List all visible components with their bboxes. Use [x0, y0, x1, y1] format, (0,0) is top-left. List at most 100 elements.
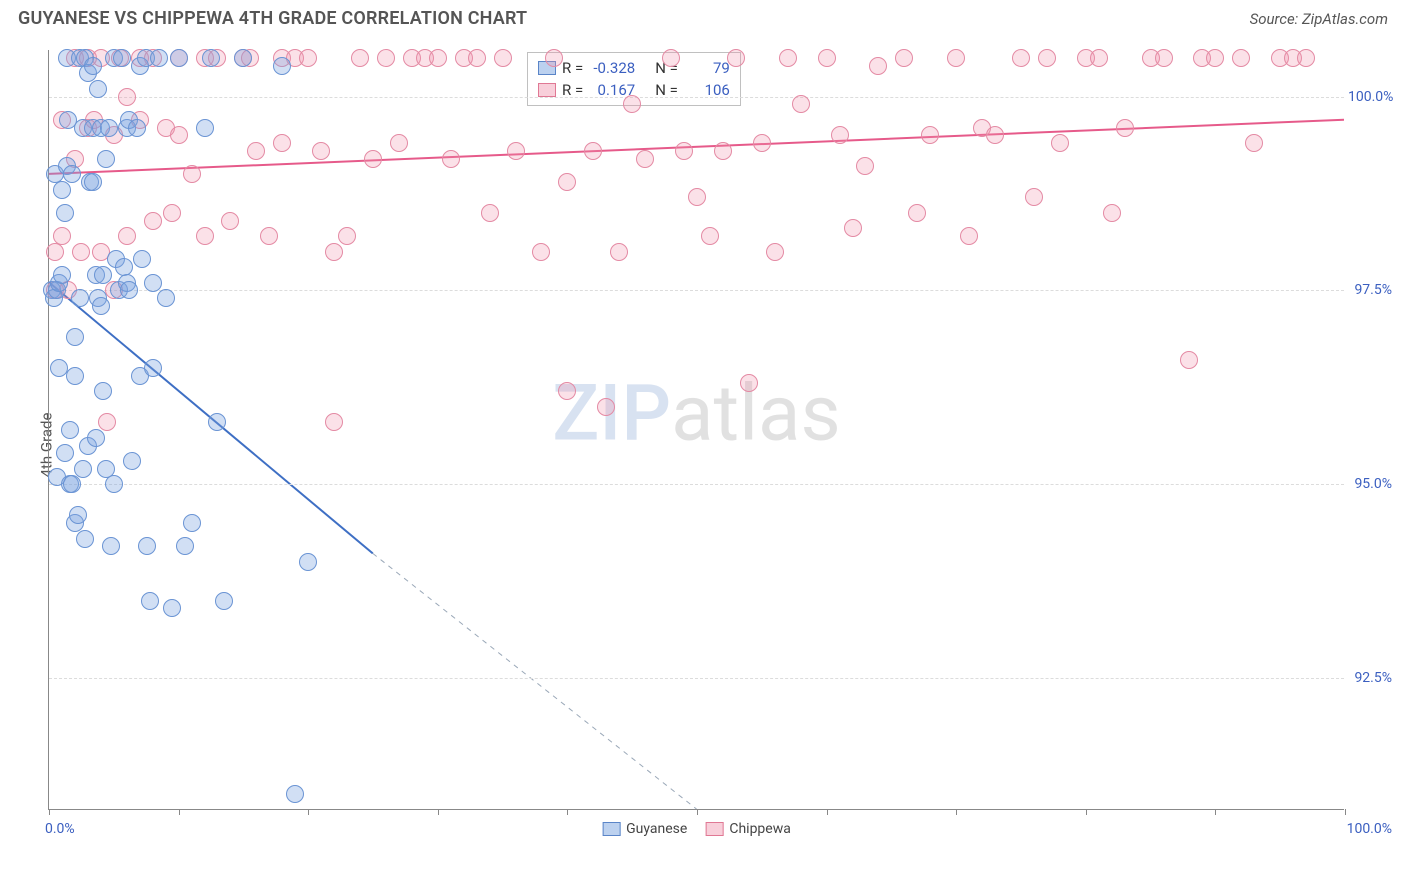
data-point: [120, 281, 138, 299]
data-point: [141, 592, 159, 610]
x-tick: [567, 809, 568, 815]
x-axis-min-label: 0.0%: [45, 821, 75, 837]
data-point: [46, 243, 64, 261]
data-point: [766, 243, 784, 261]
x-tick: [179, 809, 180, 815]
plot-area: ZIPatlas R =-0.328N =79R =0.167N =106 0.…: [48, 50, 1344, 810]
data-point: [351, 49, 369, 67]
data-point: [53, 266, 71, 284]
data-point: [183, 165, 201, 183]
data-point: [260, 227, 278, 245]
data-point: [584, 142, 602, 160]
x-tick: [438, 809, 439, 815]
data-point: [113, 49, 131, 67]
chart-container: 4th Grade ZIPatlas R =-0.328N =79R =0.16…: [48, 50, 1388, 840]
watermark: ZIPatlas: [552, 369, 841, 460]
data-point: [558, 382, 576, 400]
x-tick: [697, 809, 698, 815]
data-point: [442, 150, 460, 168]
data-point: [623, 95, 641, 113]
data-point: [215, 592, 233, 610]
data-point: [753, 134, 771, 152]
y-tick-label: 95.0%: [1348, 476, 1392, 492]
data-point: [71, 289, 89, 307]
data-point: [792, 95, 810, 113]
data-point: [947, 49, 965, 67]
data-point: [675, 142, 693, 160]
data-point: [701, 227, 719, 245]
data-point: [247, 142, 265, 160]
y-tick-label: 100.0%: [1348, 89, 1392, 105]
data-point: [74, 460, 92, 478]
r-label: R =: [562, 79, 583, 101]
y-tick-label: 92.5%: [1348, 670, 1392, 686]
data-point: [157, 289, 175, 307]
data-point: [714, 142, 732, 160]
data-point: [299, 553, 317, 571]
data-point: [1012, 49, 1030, 67]
data-point: [76, 530, 94, 548]
data-point: [56, 444, 74, 462]
data-point: [481, 204, 499, 222]
n-label: N =: [655, 79, 678, 101]
data-point: [69, 506, 87, 524]
data-point: [53, 181, 71, 199]
data-point: [597, 398, 615, 416]
data-point: [429, 49, 447, 67]
data-point: [779, 49, 797, 67]
data-point: [1090, 49, 1108, 67]
data-point: [818, 49, 836, 67]
data-point: [869, 57, 887, 75]
data-point: [144, 359, 162, 377]
data-point: [1116, 119, 1134, 137]
data-point: [84, 57, 102, 75]
data-point: [377, 49, 395, 67]
n-value: 106: [684, 79, 730, 101]
data-point: [97, 150, 115, 168]
data-point: [856, 157, 874, 175]
legend-item: Chippewa: [705, 821, 791, 837]
data-point: [1051, 134, 1069, 152]
x-tick: [49, 809, 50, 815]
data-point: [89, 80, 107, 98]
data-point: [960, 227, 978, 245]
gridline: [49, 290, 1344, 291]
data-point: [102, 537, 120, 555]
legend-swatch: [602, 822, 620, 836]
data-point: [740, 374, 758, 392]
data-point: [63, 165, 81, 183]
data-point: [390, 134, 408, 152]
data-point: [202, 49, 220, 67]
x-tick: [956, 809, 957, 815]
data-point: [921, 126, 939, 144]
legend-item: Guyanese: [602, 821, 687, 837]
data-point: [844, 219, 862, 237]
data-point: [908, 204, 926, 222]
data-point: [123, 452, 141, 470]
x-tick: [1345, 809, 1346, 815]
data-point: [176, 537, 194, 555]
data-point: [895, 49, 913, 67]
data-point: [325, 413, 343, 431]
data-point: [66, 367, 84, 385]
data-point: [986, 126, 1004, 144]
data-point: [1038, 49, 1056, 67]
data-point: [170, 49, 188, 67]
series-legend: Guyanese Chippewa: [602, 821, 791, 837]
data-point: [163, 204, 181, 222]
data-point: [610, 243, 628, 261]
x-tick: [308, 809, 309, 815]
data-point: [286, 785, 304, 803]
data-point: [494, 49, 512, 67]
data-point: [636, 150, 654, 168]
data-point: [56, 204, 74, 222]
trend-lines: [49, 50, 1344, 809]
data-point: [1103, 204, 1121, 222]
r-label: R =: [562, 57, 583, 79]
n-value: 79: [684, 57, 730, 79]
data-point: [338, 227, 356, 245]
legend-label: Chippewa: [729, 821, 791, 837]
data-point: [312, 142, 330, 160]
data-point: [163, 599, 181, 617]
data-point: [66, 328, 84, 346]
